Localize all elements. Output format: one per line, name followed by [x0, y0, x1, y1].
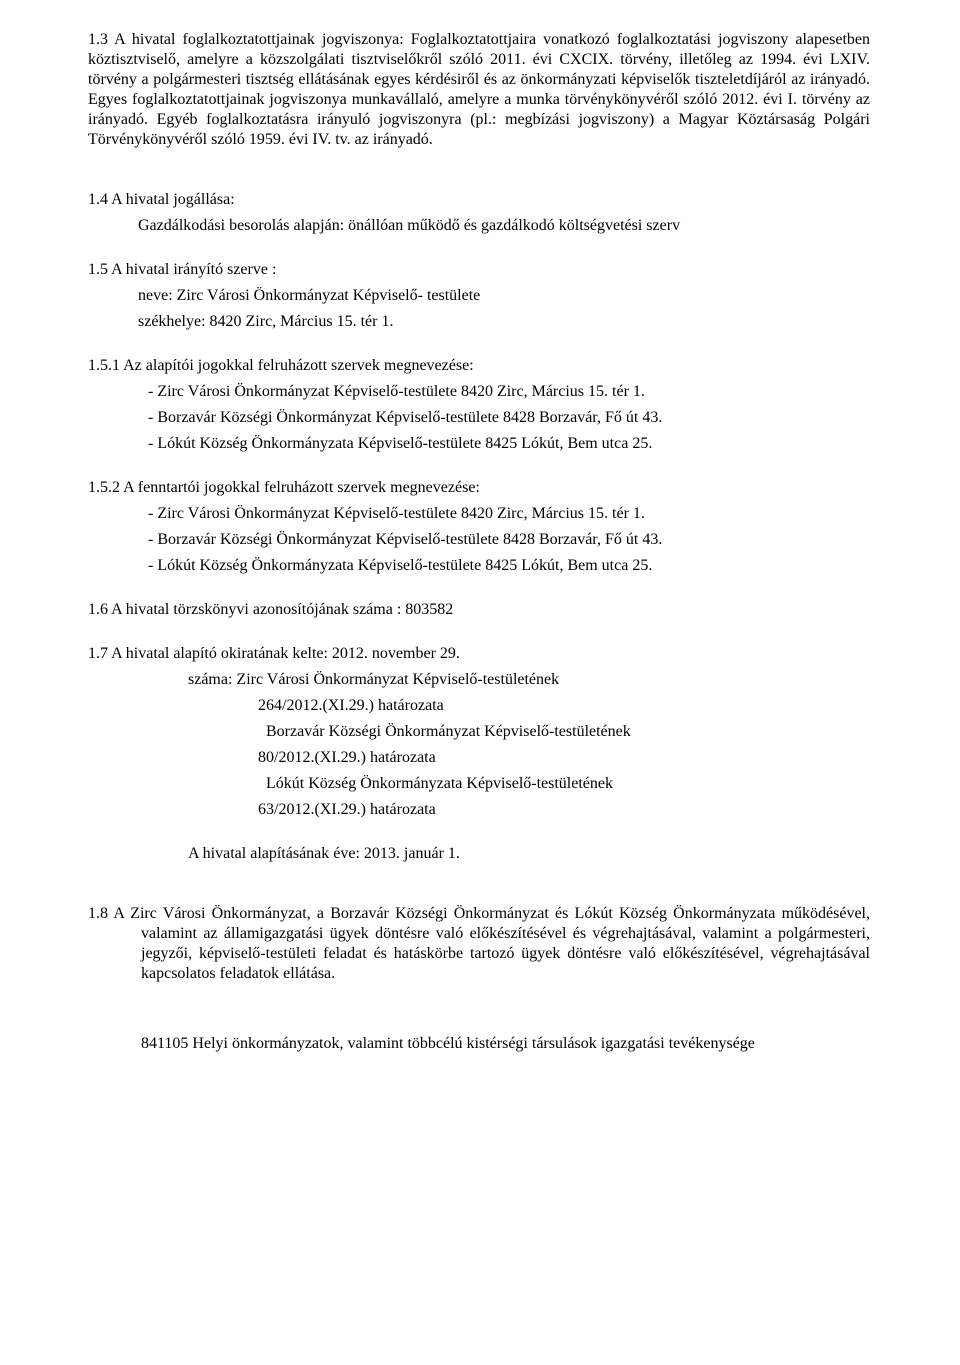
- section-1-7-line1: száma: Zirc Városi Önkormányzat Képvisel…: [88, 670, 870, 690]
- document-page: 1.3 A hivatal foglalkoztatottjainak jogv…: [0, 0, 960, 1365]
- section-1-5-1-item-a: - Zirc Városi Önkormányzat Képviselő-tes…: [88, 382, 870, 402]
- section-1-8-body: 1.8 A Zirc Városi Önkormányzat, a Borzav…: [88, 904, 870, 984]
- section-1-7-line7: A hivatal alapításának éve: 2013. január…: [88, 844, 870, 864]
- section-1-7-title: 1.7 A hivatal alapító okiratának kelte: …: [88, 644, 870, 664]
- section-1-6: 1.6 A hivatal törzskönyvi azonosítójának…: [88, 600, 870, 620]
- section-1-7-line3: Borzavár Községi Önkormányzat Képviselő-…: [88, 722, 870, 742]
- section-1-5-line2: székhelye: 8420 Zirc, Március 15. tér 1.: [88, 312, 870, 332]
- section-1-5-1-title: 1.5.1 Az alapítói jogokkal felruházott s…: [88, 356, 870, 376]
- section-1-4-title: 1.4 A hivatal jogállása:: [88, 190, 870, 210]
- section-1-7-line6: 63/2012.(XI.29.) határozata: [88, 800, 870, 820]
- section-1-5-title: 1.5 A hivatal irányító szerve :: [88, 260, 870, 280]
- section-1-3: 1.3 A hivatal foglalkoztatottjainak jogv…: [88, 30, 870, 150]
- section-1-5-1-item-c: - Lókút Község Önkormányzata Képviselő-t…: [88, 434, 870, 454]
- section-1-5-2-title: 1.5.2 A fenntartói jogokkal felruházott …: [88, 478, 870, 498]
- section-1-5-2-item-b: - Borzavár Községi Önkormányzat Képvisel…: [88, 530, 870, 550]
- section-1-7-line4: 80/2012.(XI.29.) határozata: [88, 748, 870, 768]
- section-1-8-last: 841105 Helyi önkormányzatok, valamint tö…: [88, 1034, 870, 1054]
- section-1-5-2-item-c: - Lókút Község Önkormányzata Képviselő-t…: [88, 556, 870, 576]
- section-1-5-line1: neve: Zirc Városi Önkormányzat Képviselő…: [88, 286, 870, 306]
- section-1-4-body: Gazdálkodási besorolás alapján: önállóan…: [88, 216, 870, 236]
- section-1-7-line2: 264/2012.(XI.29.) határozata: [88, 696, 870, 716]
- section-1-5-1-item-b: - Borzavár Községi Önkormányzat Képvisel…: [88, 408, 870, 428]
- section-1-5-2-item-a: - Zirc Városi Önkormányzat Képviselő-tes…: [88, 504, 870, 524]
- section-1-7-line5: Lókút Község Önkormányzata Képviselő-tes…: [88, 774, 870, 794]
